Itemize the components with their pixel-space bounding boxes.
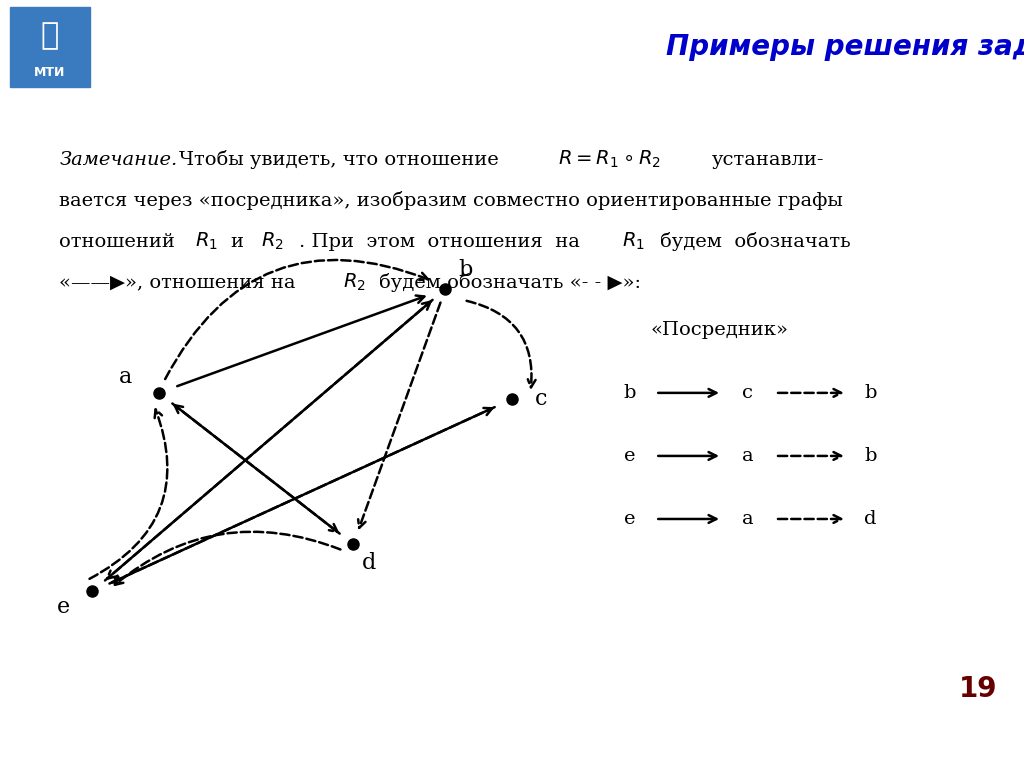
- Text: e: e: [624, 510, 636, 528]
- Text: c: c: [742, 384, 753, 402]
- Text: d: d: [864, 510, 877, 528]
- Text: 19: 19: [958, 675, 997, 703]
- Text: c: c: [535, 388, 547, 410]
- Text: $R = R_1 \circ R_2$: $R = R_1 \circ R_2$: [558, 149, 660, 170]
- Text: будем обозначать «- - ▶»:: будем обозначать «- - ▶»:: [379, 273, 641, 292]
- Text: e: e: [624, 447, 636, 465]
- Text: . При  этом  отношения  на: . При этом отношения на: [299, 232, 580, 251]
- Text: e: e: [57, 596, 70, 618]
- Text: $R_1$: $R_1$: [622, 231, 644, 252]
- Text: b: b: [624, 384, 636, 402]
- Text: будем  обозначать: будем обозначать: [660, 232, 851, 251]
- Text: Замечание.: Замечание.: [59, 150, 177, 169]
- Text: ⛰: ⛰: [41, 21, 59, 51]
- Text: a: a: [741, 447, 754, 465]
- Text: b: b: [864, 384, 877, 402]
- Text: отношений: отношений: [59, 232, 175, 251]
- Text: и: и: [230, 232, 244, 251]
- Text: вается через «посредника», изобразим совместно ориентированные графы: вается через «посредника», изобразим сов…: [59, 191, 844, 210]
- Text: b: b: [864, 447, 877, 465]
- Text: МТИ: МТИ: [35, 66, 66, 79]
- Text: $R_1$: $R_1$: [195, 231, 217, 252]
- Text: a: a: [120, 366, 132, 388]
- Text: $R_2$: $R_2$: [261, 231, 284, 252]
- Text: $R_2$: $R_2$: [343, 272, 366, 293]
- Text: Чтобы увидеть, что отношение: Чтобы увидеть, что отношение: [179, 150, 499, 169]
- Text: устанавли-: устанавли-: [712, 150, 824, 169]
- Text: Примеры решения задач: Примеры решения задач: [667, 33, 1024, 61]
- Text: d: d: [361, 552, 376, 574]
- Bar: [10, 7, 90, 87]
- Text: «Посредник»: «Посредник»: [650, 321, 788, 339]
- Text: «——▶», отношения на: «——▶», отношения на: [59, 274, 296, 291]
- Text: b: b: [459, 259, 473, 281]
- Text: a: a: [741, 510, 754, 528]
- Text: © 2011, Московский Технологический Институт: © 2011, Московский Технологический Инсти…: [20, 742, 341, 755]
